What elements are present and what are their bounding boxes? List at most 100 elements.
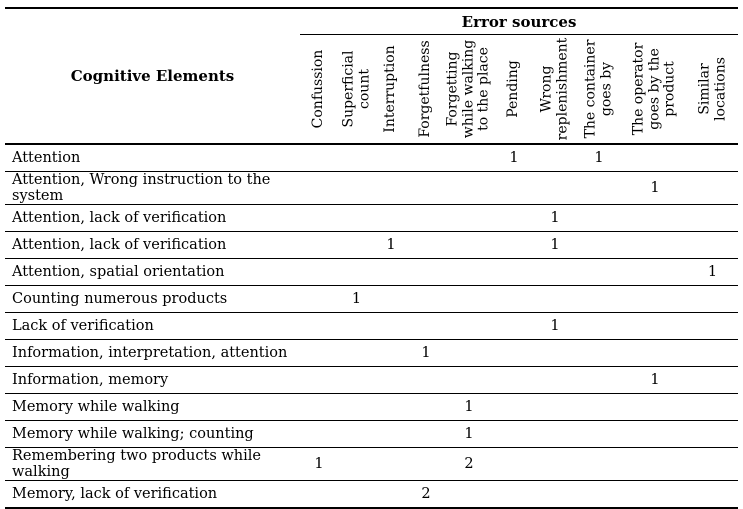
- count-cell: [407, 312, 445, 340]
- count-cell: [493, 480, 535, 509]
- count-cell: [687, 480, 739, 509]
- count-cell: 1: [445, 393, 493, 421]
- count-cell: [535, 447, 575, 481]
- count-cell: [535, 366, 575, 394]
- count-cell: [623, 285, 687, 313]
- table-body: Attention 1 1 Attention, Wrong instruction …: [5, 144, 739, 509]
- count-cell: [623, 312, 687, 340]
- count-cell: [338, 420, 375, 448]
- count-cell: [300, 144, 338, 172]
- count-cell: [300, 204, 338, 232]
- count-cell: [493, 312, 535, 340]
- count-cell: [300, 171, 338, 205]
- cognitive-element-label: Counting numerous products: [5, 285, 300, 313]
- count-cell: [407, 393, 445, 421]
- column-headers-row: Confussion Superficial count Interruption F…: [5, 34, 739, 145]
- count-cell: [407, 231, 445, 259]
- column-header-label: The container goes by: [582, 39, 614, 139]
- count-cell: [687, 393, 739, 421]
- count-cell: [300, 480, 338, 509]
- count-cell: 1: [300, 447, 338, 481]
- count-cell: [493, 420, 535, 448]
- count-cell: [445, 144, 493, 172]
- count-cell: [535, 339, 575, 367]
- count-cell: [300, 285, 338, 313]
- count-cell: [623, 480, 687, 509]
- cognitive-error-table: Cognitive Elements Error sources Confuss…: [5, 7, 739, 509]
- count-cell: [535, 285, 575, 313]
- table-row: Counting numerous products 1: [5, 285, 739, 313]
- count-cell: [375, 144, 407, 172]
- count-cell: [338, 393, 375, 421]
- count-cell: [623, 420, 687, 448]
- column-header: Confussion: [300, 34, 338, 145]
- count-cell: [687, 231, 739, 259]
- column-header: Wrong replenishment: [535, 34, 575, 145]
- count-cell: [407, 285, 445, 313]
- count-cell: [375, 480, 407, 509]
- count-cell: [300, 231, 338, 259]
- count-cell: [575, 258, 623, 286]
- count-cell: [493, 339, 535, 367]
- count-cell: [493, 366, 535, 394]
- count-cell: [300, 312, 338, 340]
- count-cell: [623, 258, 687, 286]
- count-cell: [445, 312, 493, 340]
- count-cell: [687, 312, 739, 340]
- count-cell: [407, 366, 445, 394]
- count-cell: 1: [407, 339, 445, 367]
- cognitive-element-label: Attention, lack of verification: [5, 231, 300, 259]
- count-cell: 1: [687, 258, 739, 286]
- table-row: Attention, spatial orientation 1: [5, 258, 739, 286]
- count-cell: [575, 480, 623, 509]
- count-cell: [300, 393, 338, 421]
- count-cell: [338, 258, 375, 286]
- count-cell: [623, 144, 687, 172]
- count-cell: 1: [375, 231, 407, 259]
- error-sources-header: Error sources: [300, 8, 739, 35]
- count-cell: 1: [535, 312, 575, 340]
- count-cell: [493, 231, 535, 259]
- column-header-label: Forgetting while walking to the place: [444, 39, 492, 139]
- count-cell: [338, 171, 375, 205]
- count-cell: [493, 447, 535, 481]
- cognitive-elements-header: Cognitive Elements: [5, 8, 300, 145]
- count-cell: [493, 171, 535, 205]
- cognitive-element-label: Information, memory: [5, 366, 300, 394]
- cognitive-element-label: Information, interpretation, attention: [5, 339, 300, 367]
- count-cell: [575, 285, 623, 313]
- column-header: The container goes by: [575, 34, 623, 145]
- count-cell: [375, 285, 407, 313]
- count-cell: [445, 258, 493, 286]
- count-cell: [407, 447, 445, 481]
- column-header-label: Confussion: [310, 49, 327, 129]
- table-row: Memory, lack of verification 2: [5, 480, 739, 509]
- count-cell: [445, 231, 493, 259]
- count-cell: [575, 420, 623, 448]
- count-cell: [375, 339, 407, 367]
- table-row: Information, memory 1: [5, 366, 739, 394]
- count-cell: 1: [535, 231, 575, 259]
- cognitive-element-label: Attention, Wrong instruction to the syst…: [5, 171, 300, 205]
- count-cell: [375, 258, 407, 286]
- count-cell: [623, 393, 687, 421]
- count-cell: [623, 231, 687, 259]
- cognitive-element-label: Memory, lack of verification: [5, 480, 300, 509]
- column-header-label: Pending: [505, 60, 522, 118]
- count-cell: [300, 339, 338, 367]
- column-header: Superficial count: [338, 34, 375, 145]
- column-header: Pending: [493, 34, 535, 145]
- cognitive-element-label: Memory while walking: [5, 393, 300, 421]
- count-cell: [493, 258, 535, 286]
- cognitive-element-label: Lack of verification: [5, 312, 300, 340]
- column-header: The operator goes by the product: [623, 34, 687, 145]
- count-cell: [687, 171, 739, 205]
- count-cell: [407, 171, 445, 205]
- column-header-label: Superficial count: [339, 50, 372, 128]
- table-row: Attention, Wrong instruction to the syst…: [5, 171, 739, 205]
- count-cell: [407, 204, 445, 232]
- count-cell: [575, 366, 623, 394]
- count-cell: 2: [445, 447, 493, 481]
- cognitive-element-label: Memory while walking; counting: [5, 420, 300, 448]
- cognitive-element-label: Remembering two products while walking: [5, 447, 300, 481]
